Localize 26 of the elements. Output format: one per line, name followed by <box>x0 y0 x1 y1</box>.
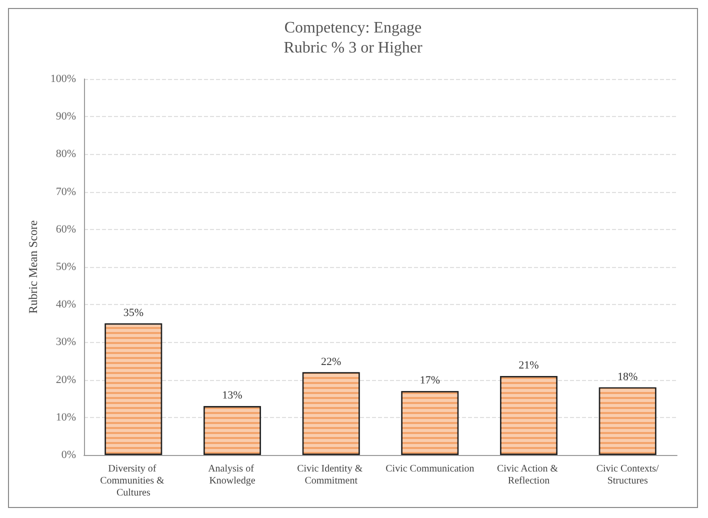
x-tick-label: Civic Communication <box>386 464 474 474</box>
y-tick-label: 60% <box>56 223 76 236</box>
x-tick-label: Civic Action & Reflection <box>496 464 561 486</box>
y-tick-label: 90% <box>56 110 76 123</box>
data-label: 13% <box>222 390 242 402</box>
x-tick-label: Civic Identity & Commitment <box>297 464 366 486</box>
y-tick-label: 70% <box>56 186 76 198</box>
data-label: 35% <box>123 306 144 319</box>
data-label: 17% <box>420 374 440 387</box>
x-tick-label: Analysis of Knowledge <box>208 464 256 486</box>
y-tick-label: 40% <box>56 298 76 311</box>
chart-subtitle: Rubric % 3 or Higher <box>284 40 423 56</box>
data-label: 18% <box>617 370 638 383</box>
y-axis-title: Rubric Mean Score <box>26 220 40 314</box>
y-tick-label: 30% <box>56 336 76 348</box>
chart-title: Competency: Engage <box>284 20 422 36</box>
y-tick-label: 50% <box>56 261 76 273</box>
x-tick-label: Diversity of Communities & Cultures <box>100 464 167 498</box>
y-tick-label: 10% <box>56 411 76 424</box>
y-tick-label: 0% <box>61 449 76 461</box>
y-tick-label: 20% <box>56 374 76 386</box>
y-tick-label: 100% <box>50 73 76 85</box>
x-tick-label: Civic Contexts/Structures <box>596 464 660 486</box>
y-tick-label: 80% <box>56 148 76 160</box>
data-label: 21% <box>518 360 539 372</box>
data-label: 22% <box>320 356 342 368</box>
